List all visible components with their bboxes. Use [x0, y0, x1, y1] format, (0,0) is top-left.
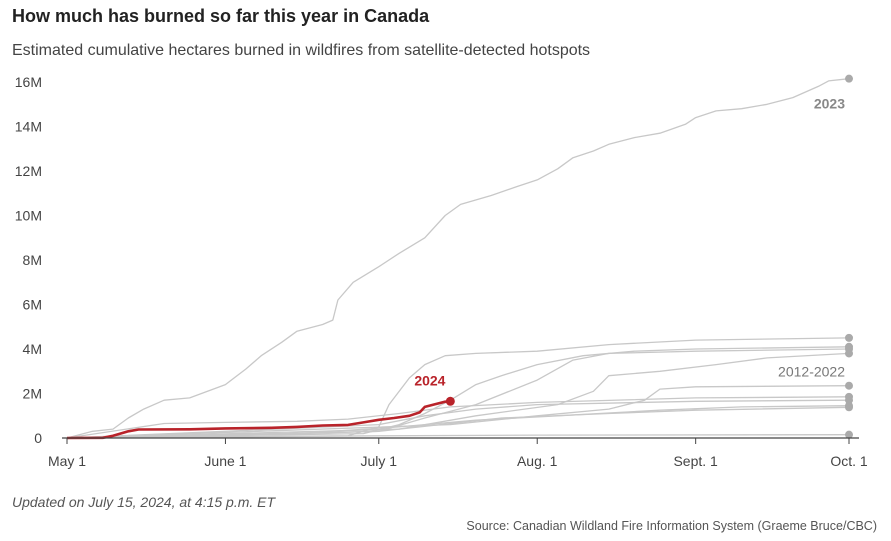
- updated-note: Updated on July 15, 2024, at 4:15 p.m. E…: [12, 494, 276, 510]
- label-layer: 2024 2023 2012-2022: [414, 96, 845, 389]
- series-line-history: [66, 399, 850, 439]
- chart-title: How much has burned so far this year in …: [12, 6, 430, 26]
- x-tick-label: Sept. 1: [673, 453, 718, 469]
- endpoint-marker: [845, 333, 853, 342]
- y-tick-label: 8M: [23, 252, 42, 268]
- series-line-history: [66, 396, 850, 439]
- chart-subtitle: Estimated cumulative hectares burned in …: [12, 42, 591, 59]
- series-line-2023: [66, 78, 850, 439]
- endpoint-marker-2024: [445, 396, 455, 406]
- label-2012-2022: 2012-2022: [778, 363, 845, 379]
- series-line-history: [66, 434, 850, 439]
- series-line-history: [66, 352, 850, 439]
- label-2023: 2023: [814, 96, 845, 112]
- label-2024: 2024: [414, 372, 445, 388]
- series-layer: [66, 74, 853, 440]
- x-tick-label: May 1: [48, 453, 86, 469]
- endpoint-marker: [845, 403, 853, 412]
- endpoint-marker: [845, 349, 853, 358]
- y-tick-label: 2M: [23, 386, 42, 402]
- y-tick-label: 10M: [15, 208, 42, 224]
- y-tick-label: 14M: [15, 119, 42, 135]
- y-tick-label: 12M: [15, 163, 42, 179]
- x-tick-label: July 1: [360, 453, 397, 469]
- endpoint-marker: [845, 74, 853, 83]
- y-tick-label: 0: [34, 430, 42, 446]
- endpoint-marker: [845, 430, 853, 439]
- series-line-history: [66, 406, 850, 439]
- x-tick-label: Aug. 1: [517, 453, 558, 469]
- y-tick-label: 4M: [23, 341, 42, 357]
- x-tick-label: Oct. 1: [830, 453, 868, 469]
- endpoint-marker: [845, 396, 853, 405]
- x-tick-label: June 1: [204, 453, 246, 469]
- series-line-history: [66, 385, 850, 439]
- y-tick-label: 6M: [23, 297, 42, 313]
- source-note: Source: Canadian Wildland Fire Informati…: [466, 519, 877, 533]
- y-tick-label: 16M: [15, 74, 42, 90]
- axis-layer: 0 2M 4M 6M 8M 10M 12M 14M 16M May 1 June 1 July 1 Au…: [15, 74, 868, 469]
- endpoint-marker: [845, 381, 853, 390]
- series-line-2024: [66, 400, 451, 440]
